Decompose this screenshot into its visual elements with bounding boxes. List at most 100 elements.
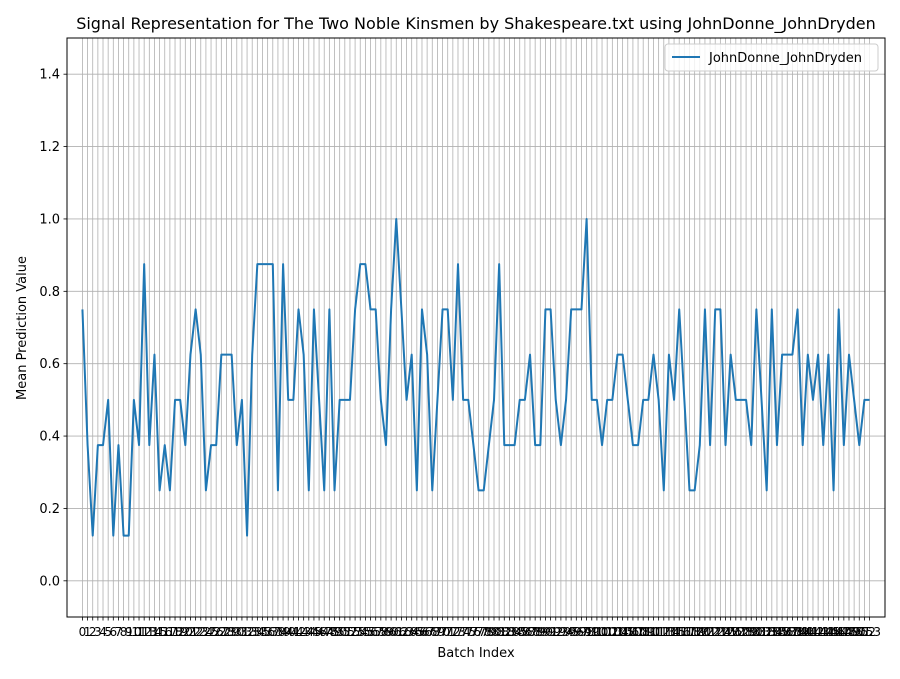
x-tick-label: 104 [606, 625, 629, 639]
x-tick-label: 143 [807, 625, 830, 639]
x-tick-label: 85 [512, 625, 527, 639]
x-tick-label: 20 [178, 625, 193, 639]
x-tick-label: 67 [419, 625, 434, 639]
x-tick-label: 116 [668, 625, 691, 639]
x-tick-label: 26 [209, 625, 224, 639]
x-tick-label: 9 [125, 625, 133, 639]
x-tick-label: 55 [358, 625, 373, 639]
x-tick-label: 48 [322, 625, 337, 639]
x-tick-label: 117 [673, 625, 696, 639]
x-tick-label: 33 [245, 625, 260, 639]
x-tick-label: 23 [193, 625, 208, 639]
x-tick-label: 139 [786, 625, 809, 639]
plot-frame [66, 37, 886, 618]
x-tick-label: 35 [255, 625, 270, 639]
y-tick-label: 0.2 [39, 502, 60, 517]
x-tick-label: 102 [596, 625, 619, 639]
x-tick-label: 112 [647, 625, 670, 639]
x-tick-label: 99 [584, 625, 599, 639]
x-tick-label: 145 [817, 625, 840, 639]
x-tick-label: 126 [719, 625, 742, 639]
x-tick-label: 115 [663, 625, 686, 639]
x-tick-label: 121 [693, 625, 716, 639]
x-tick-label: 144 [812, 625, 835, 639]
x-tick-label: 74 [455, 625, 470, 639]
x-tick-label: 3 [94, 625, 102, 639]
x-tick-label: 83 [502, 625, 517, 639]
x-tick-label: 84 [507, 625, 522, 639]
x-tick-label: 153 [858, 625, 881, 639]
x-tick-label: 91 [543, 625, 558, 639]
x-tick-label: 118 [678, 625, 701, 639]
x-tick-label: 44 [301, 625, 316, 639]
x-tick-label: 27 [214, 625, 229, 639]
x-tick-label: 16 [157, 625, 172, 639]
x-tick-label: 21 [183, 625, 198, 639]
x-tick-label: 68 [425, 625, 440, 639]
x-tick-label: 95 [564, 625, 579, 639]
legend-label: JohnDonne_JohnDryden [708, 51, 862, 66]
x-tick-label: 120 [688, 625, 711, 639]
x-tick-label: 49 [327, 625, 342, 639]
series-line-johndonne-johndryden [81, 217, 870, 537]
legend-box [664, 43, 879, 72]
x-tick-label: 30 [229, 625, 244, 639]
x-tick-label: 29 [224, 625, 239, 639]
x-tick-label: 128 [729, 625, 752, 639]
x-tick-label: 46 [311, 625, 326, 639]
x-tick-label: 17 [162, 625, 177, 639]
x-tick-label: 94 [558, 625, 573, 639]
x-tick-label: 54 [353, 625, 368, 639]
y-tick-label: 1.4 [39, 68, 60, 83]
x-tick-label: 37 [265, 625, 280, 639]
x-tick-label: 51 [337, 625, 352, 639]
x-tick-label: 79 [481, 625, 496, 639]
x-tick-label: 58 [373, 625, 388, 639]
x-tick-label: 124 [709, 625, 732, 639]
x-tick-label: 8 [120, 625, 128, 639]
x-tick-label: 28 [219, 625, 234, 639]
x-tick-label: 77 [471, 625, 486, 639]
x-tick-label: 149 [838, 625, 861, 639]
x-tick-label: 75 [461, 625, 476, 639]
x-tick-label: 70 [435, 625, 450, 639]
x-tick-label: 108 [627, 625, 650, 639]
x-tick-label: 114 [657, 625, 680, 639]
x-axis-label: Batch Index [437, 646, 515, 661]
x-tick-label: 137 [776, 625, 799, 639]
y-tick-label: 0.0 [39, 574, 60, 589]
x-tick-label: 62 [394, 625, 409, 639]
x-tick-label: 22 [188, 625, 203, 639]
x-tick-label: 150 [843, 625, 866, 639]
x-tick-label: 80 [486, 625, 501, 639]
x-tick-label: 53 [347, 625, 362, 639]
x-tick-label: 146 [822, 625, 845, 639]
x-tick-label: 73 [450, 625, 465, 639]
x-tick-label: 12 [137, 625, 152, 639]
x-tick-label: 11 [131, 625, 146, 639]
x-tick-label: 2 [89, 625, 97, 639]
x-tick-label: 64 [404, 625, 419, 639]
x-tick-label: 100 [585, 625, 608, 639]
x-tick-label: 40 [281, 625, 296, 639]
x-tick-label: 134 [760, 625, 783, 639]
y-tick-label: 0.4 [39, 430, 60, 445]
x-tick-label: 140 [791, 625, 814, 639]
x-tick-label: 129 [735, 625, 758, 639]
x-tick-label: 6 [109, 625, 117, 639]
x-tick-label: 81 [492, 625, 507, 639]
x-tick-label: 52 [342, 625, 357, 639]
x-tick-label: 103 [601, 625, 624, 639]
x-tick-label: 86 [517, 625, 532, 639]
x-tick-label: 4 [99, 625, 107, 639]
x-tick-label: 15 [152, 625, 167, 639]
x-tick-label: 13 [142, 625, 157, 639]
x-tick-label: 38 [270, 625, 285, 639]
x-tick-label: 132 [750, 625, 773, 639]
x-tick-label: 19 [173, 625, 188, 639]
x-tick-label: 133 [755, 625, 778, 639]
y-tick-label: 0.8 [39, 285, 60, 300]
x-tick-label: 152 [853, 625, 876, 639]
x-tick-label: 87 [522, 625, 537, 639]
